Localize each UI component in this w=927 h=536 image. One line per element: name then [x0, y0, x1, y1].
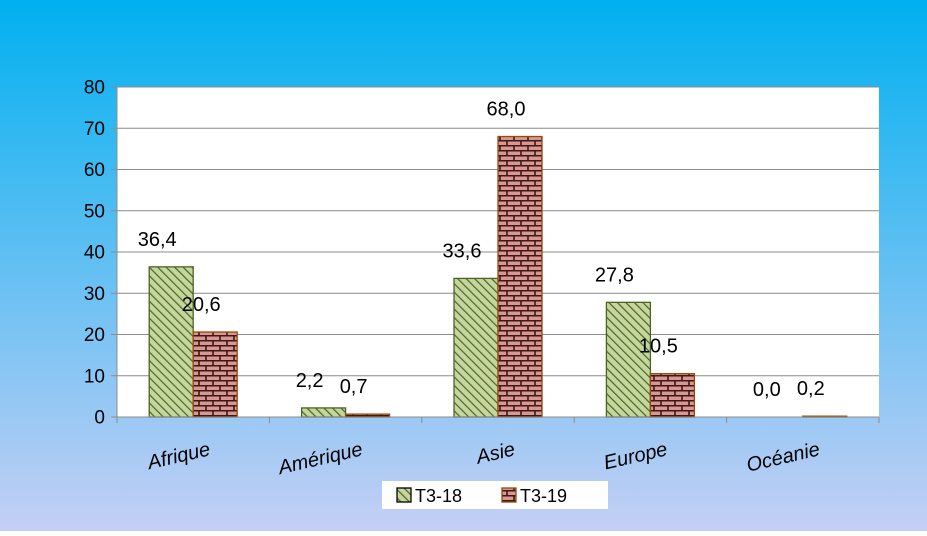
bar-t3-18-asie [453, 277, 499, 418]
legend: T3-18 T3-19 [382, 481, 608, 509]
legend-label: T3-18 [415, 486, 462, 506]
data-label: 0,0 [753, 379, 781, 401]
data-labels: 36,4 20,6 2,2 0,7 33,6 68,0 27,8 10,5 0,0 0,2 [138, 99, 825, 402]
y-tick-label: 60 [84, 160, 105, 181]
bar-t3-18-europe [605, 301, 652, 418]
bar-t3-18-amérique [300, 407, 347, 418]
y-tick-label: 10 [84, 366, 105, 387]
data-label: 27,8 [595, 264, 634, 286]
data-label: 33,6 [443, 240, 482, 262]
data-label: 0,7 [340, 376, 368, 398]
legend-swatch-t3-18 [396, 487, 412, 503]
data-label: 2,2 [296, 370, 324, 392]
data-label: 0,2 [797, 378, 825, 400]
y-tick-label: 50 [84, 201, 105, 222]
y-tick-label: 70 [84, 119, 105, 140]
bar-t3-19-europe [649, 373, 696, 418]
bar-t3-19-afrique [192, 331, 238, 418]
y-tick-label: 40 [84, 243, 105, 264]
y-tick-label: 0 [94, 408, 105, 429]
data-label: 10,5 [639, 336, 678, 358]
y-tick-label: 20 [84, 325, 105, 346]
y-tick-label: 80 [84, 78, 105, 99]
bar-t3-19-asie [497, 135, 543, 418]
data-label: 36,4 [138, 229, 177, 251]
legend-label: T3-19 [520, 486, 567, 506]
y-tick-label: 30 [84, 284, 105, 305]
data-label: 68,0 [487, 99, 526, 121]
legend-swatch-t3-19 [501, 487, 517, 503]
legend-box [382, 481, 608, 509]
data-label: 20,6 [182, 294, 221, 316]
bar-t3-18-afrique [148, 266, 194, 418]
